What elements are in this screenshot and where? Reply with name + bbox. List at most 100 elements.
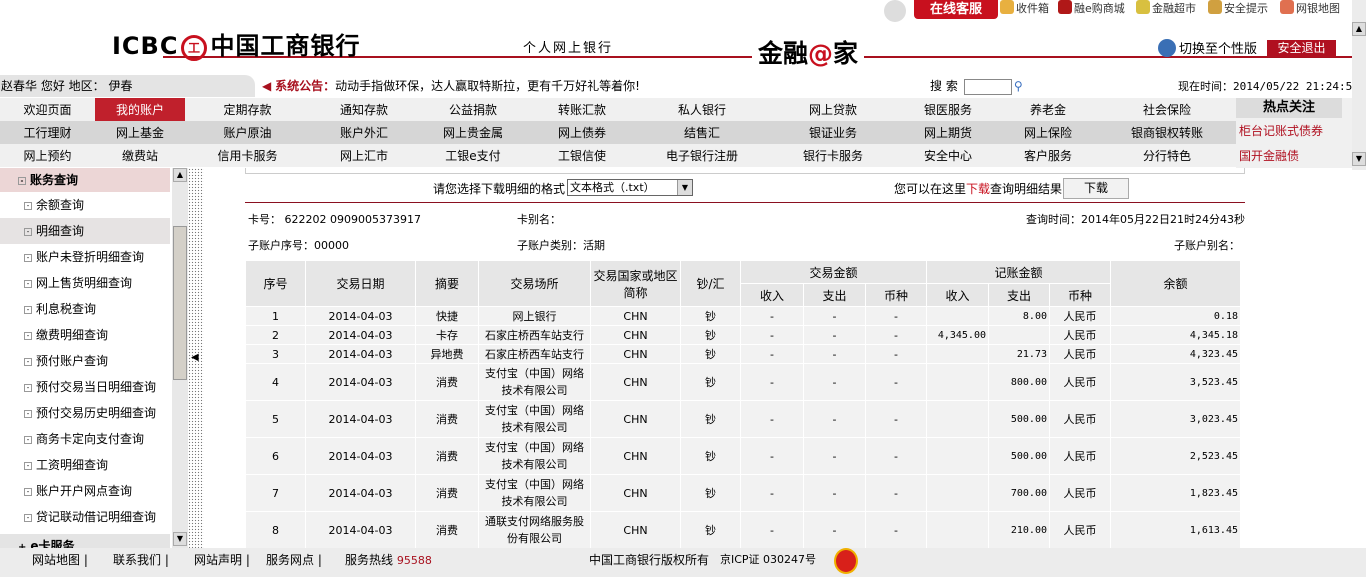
scrollbar-thumb[interactable] [173, 226, 187, 380]
format-value: 文本格式（.txt） [570, 181, 655, 194]
nav-item[interactable]: 安全中心 [923, 149, 972, 163]
nav-item[interactable]: 工银e支付 [445, 149, 501, 163]
nav-item[interactable]: 养老金 [1029, 103, 1066, 117]
sidebar-item[interactable]: - 商务卡定向支付查询 [0, 426, 170, 452]
security-tips-link[interactable]: 安全提示 [1208, 0, 1268, 16]
download-button[interactable]: 下载 [1063, 178, 1129, 199]
footer-link[interactable]: 服务网点 | [266, 553, 322, 567]
nav-item[interactable]: 银商银权转账 [1130, 126, 1203, 140]
hot-link[interactable]: 国开金融债 [1239, 149, 1300, 163]
cell-book-currency: 人民币 [1049, 363, 1111, 401]
sidebar-item[interactable]: - 缴费明细查询 [0, 322, 170, 348]
switch-version-link[interactable]: 切换至个性版 [1158, 38, 1257, 57]
sidebar-item[interactable]: - 网上售货明细查询 [0, 270, 170, 296]
nav-item[interactable]: 网上汇市 [339, 149, 388, 163]
table-row[interactable]: 6 2014-04-03 消费 支付宝（中国）网络技术有限公司 CHN 钞 - - -500.0… [245, 437, 1241, 475]
nav-item[interactable]: 网上贵金属 [442, 126, 503, 140]
footer-link[interactable]: 网站地图 | [32, 553, 88, 567]
cell-summary: 消费 [415, 363, 479, 401]
police-badge-icon[interactable] [834, 548, 858, 574]
footer-link[interactable]: 网站声明 | [194, 553, 250, 567]
nav-item[interactable]: 分行特色 [1142, 149, 1191, 163]
icbc-logo[interactable]: ICBC 工中国工商银行 [112, 26, 360, 61]
nav-item[interactable]: 工银信使 [557, 149, 606, 163]
scroll-down-icon[interactable]: ▼ [173, 532, 187, 546]
site-map-link[interactable]: 网银地图 [1280, 0, 1340, 16]
footer-link-label: 网站地图 [32, 553, 81, 567]
nav-item[interactable]: 网上债券 [557, 126, 606, 140]
footer-link[interactable]: 联系我们 | [113, 553, 169, 567]
finance-market-link[interactable]: 金融超市 [1136, 0, 1196, 16]
nav-item[interactable]: 网上期货 [923, 126, 972, 140]
nav-item[interactable]: 信用卡服务 [217, 149, 278, 163]
sidebar-item[interactable]: - 贷记联动借记明细查询 [0, 504, 170, 530]
nav-item[interactable]: 网上基金 [115, 126, 164, 140]
cell-book-income [926, 400, 989, 438]
sidebar-item[interactable]: - 预付交易当日明细查询 [0, 374, 170, 400]
scroll-up-icon[interactable]: ▲ [173, 168, 187, 182]
logout-button[interactable]: 安全退出 [1267, 40, 1336, 57]
icp-license[interactable]: 京ICP证 030247号 [720, 553, 817, 566]
cell-trade-expense: - [803, 325, 866, 345]
format-select[interactable]: 文本格式（.txt） ▼ [567, 179, 693, 196]
online-service-button[interactable]: 在线客服 [914, 0, 998, 19]
col-balance: 余额 [1110, 260, 1241, 307]
cell-book-income [926, 344, 989, 364]
scroll-down-icon[interactable]: ▼ [1352, 152, 1366, 166]
search-input[interactable] [963, 78, 1012, 95]
sidebar-section-ecard[interactable]: + e卡服务 [0, 534, 170, 548]
nav-item[interactable]: 社会保险 [1142, 103, 1191, 117]
nav-item[interactable]: 银行卡服务 [802, 149, 863, 163]
cell-date: 2014-04-03 [305, 344, 416, 364]
table-row[interactable]: 8 2014-04-03 消费 通联支付网络服务股份有限公司 CHN 钞 - - -210.00… [245, 511, 1241, 548]
nav-item[interactable]: 欢迎页面 [23, 103, 72, 117]
sidebar-scrollbar[interactable]: ▲ ▼ [172, 168, 188, 548]
nav-item[interactable]: 工行理财 [23, 126, 72, 140]
system-notice[interactable]: ◀ 系统公告：动动手指做环保，达人赢取特斯拉，更有千万好礼等着你! [262, 77, 640, 94]
collapse-sidebar-icon[interactable]: ◀ [191, 352, 199, 363]
sidebar-item[interactable]: - 工资明细查询 [0, 452, 170, 478]
scroll-up-icon[interactable]: ▲ [1352, 22, 1366, 36]
sidebar-item[interactable]: - 账户未登折明细查询 [0, 244, 170, 270]
nav-item[interactable]: 缴费站 [121, 149, 158, 163]
col-trade-expense: 支出 [803, 283, 866, 307]
nav-item[interactable]: 银医服务 [923, 103, 972, 117]
nav-item[interactable]: 电子银行注册 [665, 149, 738, 163]
table-row[interactable]: 3 2014-04-03 异地费 石家庄桥西车站支行 CHN 钞 - - -21.73 人民币 4,… [245, 344, 1241, 364]
frame-divider[interactable] [188, 168, 204, 548]
nav-item[interactable]: 通知存款 [339, 103, 388, 117]
nav-item[interactable]: 结售汇 [683, 126, 720, 140]
nav-item[interactable]: 公益捐款 [448, 103, 497, 117]
hot-link[interactable]: 柜台记账式债券 [1239, 124, 1324, 138]
nav-item[interactable]: 客户服务 [1023, 149, 1072, 163]
nav-item[interactable]: 网上预约 [23, 149, 72, 163]
table-row[interactable]: 1 2014-04-03 快捷 网上银行 CHN 钞 - - -8.00 人民币 0.18 [245, 306, 1241, 326]
sidebar-item[interactable]: - 利息税查询 [0, 296, 170, 322]
nav-item[interactable]: 我的账户 [95, 98, 185, 121]
sidebar-item[interactable]: - 明细查询 [0, 218, 170, 244]
sidebar-item[interactable]: - 账户开户网点查询 [0, 478, 170, 504]
sidebar-item[interactable]: - 预付交易历史明细查询 [0, 400, 170, 426]
table-row[interactable]: 4 2014-04-03 消费 支付宝（中国）网络技术有限公司 CHN 钞 - - -800.0… [245, 363, 1241, 401]
nav-item[interactable]: 账户外汇 [339, 126, 388, 140]
nav-item[interactable]: 账户原油 [223, 126, 272, 140]
nav-item[interactable]: 网上保险 [1023, 126, 1072, 140]
sidebar-section-header[interactable]: - 账务查询 [0, 168, 170, 192]
table-row[interactable]: 2 2014-04-03 卡存 石家庄桥西车站支行 CHN 钞 - - -4,345.00 人民币… [245, 325, 1241, 345]
sidebar-item[interactable]: - 余额查询 [0, 192, 170, 218]
nav-item[interactable]: 转账汇款 [557, 103, 606, 117]
magnifier-icon[interactable]: ⚲ [1013, 79, 1023, 93]
download-link[interactable]: 下载 [966, 182, 991, 196]
sidebar-item[interactable]: - 预付账户查询 [0, 348, 170, 374]
nav-item[interactable]: 私人银行 [677, 103, 726, 117]
nav-item[interactable]: 定期存款 [223, 103, 272, 117]
inbox-link[interactable]: 收件箱 [1000, 0, 1049, 16]
nav-item[interactable]: 银证业务 [808, 126, 857, 140]
page-scrollbar[interactable]: ▲ ▼ [1352, 0, 1366, 170]
dropdown-arrow-icon[interactable]: ▼ [677, 180, 692, 195]
table-row[interactable]: 5 2014-04-03 消费 支付宝（中国）网络技术有限公司 CHN 钞 - - -500.0… [245, 400, 1241, 438]
table-row[interactable]: 7 2014-04-03 消费 支付宝（中国）网络技术有限公司 CHN 钞 - - -700.0… [245, 474, 1241, 512]
tree-node-icon: - [24, 358, 32, 366]
nav-item[interactable]: 网上贷款 [808, 103, 857, 117]
mall-link[interactable]: 融e购商城 [1058, 0, 1125, 16]
